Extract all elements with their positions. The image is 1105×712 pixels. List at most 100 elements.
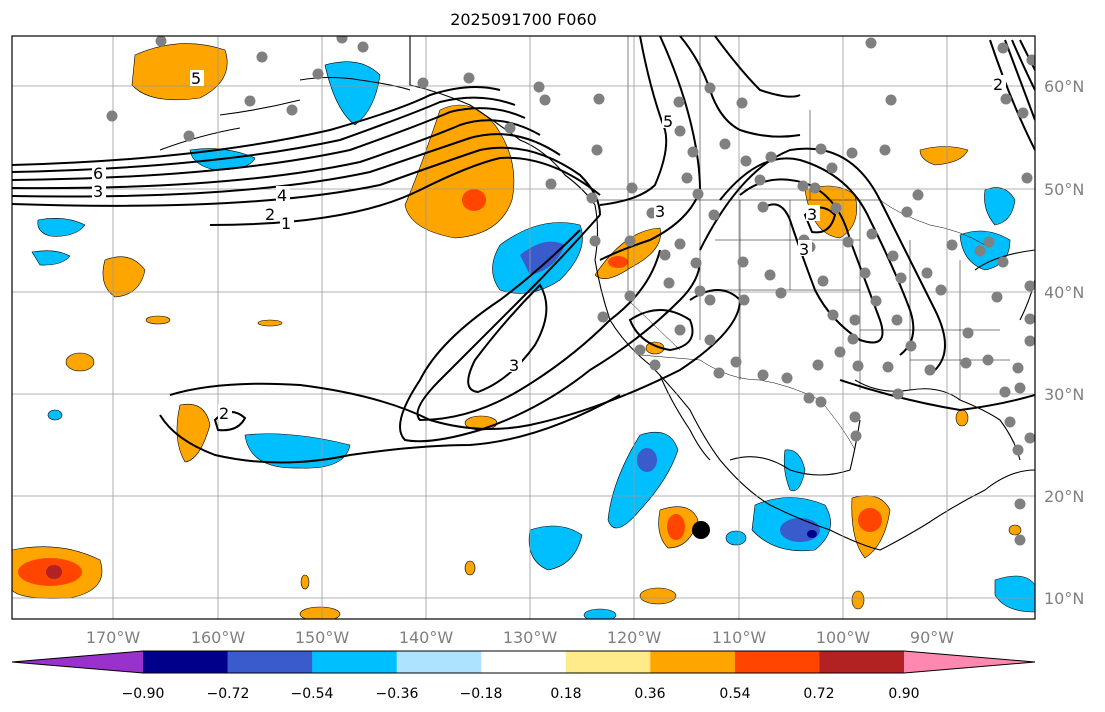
colorbar-segment (312, 651, 398, 673)
contour-line (599, 36, 668, 206)
longitude-label: 130°W (503, 628, 558, 647)
station-marker (740, 155, 752, 167)
station-marker (885, 94, 897, 106)
station-marker (687, 146, 699, 158)
station-marker (849, 411, 861, 423)
station-marker (336, 36, 348, 44)
contour-line (628, 309, 694, 352)
contour-label: 3 (799, 240, 809, 259)
station-marker (764, 269, 776, 281)
longitude-label: 110°W (712, 628, 767, 647)
contour-label: 1 (281, 214, 291, 233)
station-marker (817, 275, 829, 287)
station-marker (1024, 432, 1035, 444)
positive-anomaly-area (464, 560, 476, 576)
station-marker (1014, 534, 1026, 546)
station-marker (256, 51, 268, 63)
shaded-anomaly-layer (12, 43, 1035, 619)
station-marker (849, 314, 861, 326)
station-marker (866, 228, 878, 240)
positive-anomaly-core (858, 508, 882, 532)
us-canada-border (595, 199, 986, 246)
positive-anomaly-area (102, 256, 146, 298)
station-marker (879, 144, 891, 156)
station-marker (357, 41, 369, 53)
contour-line (399, 229, 701, 443)
station-marker (624, 290, 636, 302)
station-marker (852, 360, 864, 372)
station-marker (674, 125, 686, 137)
station-marker (815, 143, 827, 155)
station-marker (244, 95, 256, 107)
contour-line (12, 119, 541, 190)
contour-line (679, 36, 801, 138)
colorbar-segment (734, 651, 820, 673)
contour-label: 6 (93, 164, 103, 183)
colorbar: −0.90 −0.72 −0.54 −0.36 −0.18 0.18 0.36 … (11, 650, 1036, 702)
positive-anomaly-area (65, 352, 95, 372)
station-marker (815, 396, 827, 408)
negative-anomaly-core (637, 448, 657, 472)
station-marker (887, 250, 899, 262)
positive-anomaly-area (300, 574, 310, 590)
station-marker (155, 36, 167, 47)
station-marker (891, 314, 903, 326)
negative-anomaly-area (783, 449, 806, 492)
positive-anomaly-area (145, 315, 171, 325)
station-marker (1004, 416, 1016, 428)
longitude-label: 100°W (816, 628, 871, 647)
station-marker (692, 188, 704, 200)
station-marker (704, 334, 716, 346)
station-marker (982, 354, 994, 366)
station-marker (674, 238, 686, 250)
station-marker (586, 192, 598, 204)
contour-line (839, 379, 1035, 412)
station-marker (593, 93, 605, 105)
contour-label: 3 (93, 182, 103, 201)
negative-anomaly-core (520, 241, 565, 275)
positive-anomaly-area (299, 606, 341, 619)
contour-line (699, 147, 946, 371)
station-marker (1024, 313, 1035, 325)
colorbar-tick-label: 0.18 (550, 686, 581, 702)
station-marker (803, 392, 815, 404)
station-marker (983, 236, 995, 248)
contour-label: 3 (655, 202, 665, 221)
storm-center-marker (692, 521, 710, 539)
station-marker (974, 245, 986, 257)
baja-coastline (659, 374, 711, 461)
station-marker (719, 138, 731, 150)
station-marker (991, 291, 1003, 303)
colorbar-tick-label: 0.54 (719, 686, 750, 702)
colorbar-extend-low (12, 651, 143, 673)
negative-anomaly-area (47, 409, 63, 421)
latitude-label: 30°N (1044, 385, 1084, 404)
colorbar-outline (11, 650, 1036, 674)
contour-line (12, 86, 501, 166)
station-marker (847, 333, 859, 345)
contour-line (12, 96, 516, 173)
station-marker (591, 144, 603, 156)
positive-anomaly-area (955, 409, 969, 427)
station-marker (830, 202, 842, 214)
contour-line (12, 146, 601, 216)
contour-line (989, 39, 1035, 151)
colorbar-segment (565, 651, 651, 673)
colorbar-tick-label: −0.54 (291, 686, 334, 702)
positive-anomaly-area (639, 587, 677, 605)
positive-anomaly-area (1008, 524, 1022, 536)
station-marker (674, 324, 686, 336)
station-marker (730, 356, 742, 368)
colorbar-segments (11, 650, 1036, 674)
station-marker (286, 104, 298, 116)
station-marker (626, 182, 638, 194)
station-marker (708, 209, 720, 221)
contour-line (209, 156, 601, 226)
station-marker (736, 97, 748, 109)
station-marker (754, 174, 766, 186)
negative-anomaly-core (780, 518, 820, 542)
contour-line (159, 394, 621, 464)
station-marker (463, 72, 475, 84)
station-marker (826, 162, 838, 174)
colorbar-segment (650, 651, 736, 673)
